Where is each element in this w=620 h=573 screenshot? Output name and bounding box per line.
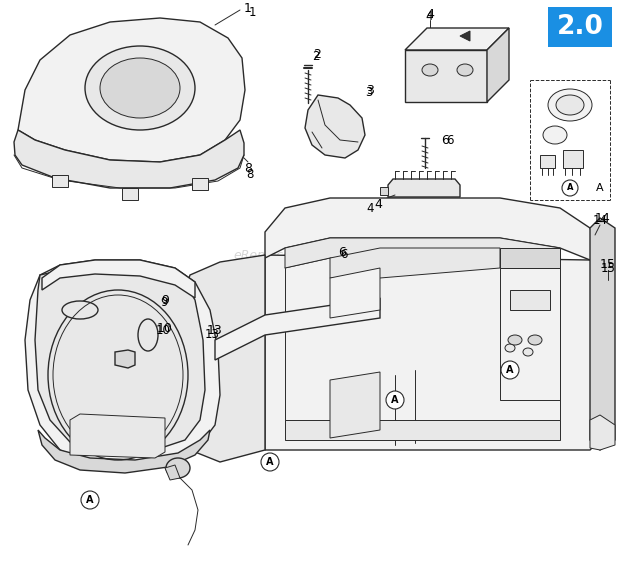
Text: 13: 13 [205, 328, 219, 342]
Polygon shape [405, 50, 487, 102]
Text: 14: 14 [595, 211, 611, 225]
Ellipse shape [100, 58, 180, 118]
Circle shape [386, 391, 404, 409]
Polygon shape [330, 248, 500, 278]
Ellipse shape [543, 126, 567, 144]
Polygon shape [460, 31, 470, 41]
Text: A: A [86, 495, 94, 505]
Polygon shape [487, 28, 509, 102]
Text: 8: 8 [244, 162, 252, 175]
Text: A: A [266, 457, 274, 467]
Polygon shape [540, 155, 555, 168]
Polygon shape [285, 238, 560, 268]
Polygon shape [58, 305, 102, 362]
Circle shape [501, 361, 519, 379]
Polygon shape [185, 255, 265, 462]
Text: 10: 10 [157, 321, 173, 335]
FancyBboxPatch shape [548, 8, 610, 46]
Text: eReplacementParts.com: eReplacementParts.com [234, 249, 386, 262]
Polygon shape [52, 175, 68, 187]
Ellipse shape [457, 64, 473, 76]
Circle shape [81, 491, 99, 509]
Text: 3: 3 [366, 84, 374, 96]
Ellipse shape [548, 89, 592, 121]
Text: 6: 6 [340, 248, 348, 261]
Text: A: A [391, 395, 399, 405]
Text: 3: 3 [365, 85, 373, 99]
FancyBboxPatch shape [548, 7, 612, 47]
Polygon shape [265, 255, 600, 450]
Text: 2.0: 2.0 [557, 14, 603, 40]
Polygon shape [330, 372, 380, 438]
Polygon shape [165, 465, 180, 480]
Polygon shape [285, 420, 560, 440]
Polygon shape [305, 95, 365, 158]
Text: 6: 6 [338, 245, 346, 258]
Text: 10: 10 [156, 324, 171, 336]
Text: 8: 8 [246, 168, 254, 182]
Polygon shape [95, 322, 148, 348]
Text: 1: 1 [248, 6, 255, 18]
Polygon shape [563, 150, 583, 168]
Text: 6: 6 [446, 134, 454, 147]
Text: A: A [567, 183, 574, 193]
Text: A: A [596, 183, 604, 193]
Polygon shape [192, 178, 208, 190]
Circle shape [562, 180, 578, 196]
Polygon shape [590, 415, 615, 450]
Circle shape [261, 453, 279, 471]
Ellipse shape [62, 301, 98, 319]
Polygon shape [500, 268, 560, 400]
Ellipse shape [528, 335, 542, 345]
Polygon shape [405, 28, 509, 50]
Ellipse shape [508, 335, 522, 345]
Text: 4: 4 [425, 10, 433, 23]
Polygon shape [380, 187, 388, 195]
Polygon shape [38, 430, 210, 473]
Text: 9: 9 [161, 293, 169, 307]
Polygon shape [18, 18, 245, 162]
Text: A: A [507, 365, 514, 375]
Ellipse shape [166, 458, 190, 478]
Polygon shape [265, 198, 600, 260]
Text: 2.0: 2.0 [554, 13, 604, 41]
Text: 4: 4 [374, 198, 382, 211]
Ellipse shape [505, 344, 515, 352]
Polygon shape [510, 290, 550, 310]
Polygon shape [388, 179, 460, 197]
Text: 4: 4 [426, 9, 434, 22]
Text: 15: 15 [600, 258, 616, 272]
Ellipse shape [556, 95, 584, 115]
Text: 6: 6 [441, 134, 449, 147]
Text: 14: 14 [593, 214, 608, 226]
Polygon shape [500, 248, 560, 268]
Polygon shape [25, 260, 220, 468]
Text: 2: 2 [313, 49, 321, 61]
Ellipse shape [138, 319, 158, 351]
Polygon shape [14, 130, 244, 188]
Text: 4: 4 [366, 202, 374, 214]
Polygon shape [115, 350, 135, 368]
Ellipse shape [422, 64, 438, 76]
Polygon shape [590, 218, 615, 450]
Text: 15: 15 [601, 261, 616, 274]
Ellipse shape [523, 348, 533, 356]
Polygon shape [70, 414, 165, 458]
Ellipse shape [85, 46, 195, 130]
Polygon shape [35, 263, 205, 452]
Text: 9: 9 [160, 296, 168, 308]
Polygon shape [330, 268, 380, 318]
Polygon shape [122, 188, 138, 200]
Text: 1: 1 [244, 2, 252, 14]
Polygon shape [42, 260, 195, 298]
Polygon shape [215, 298, 380, 360]
Text: 2: 2 [312, 49, 320, 62]
Text: 13: 13 [207, 324, 223, 336]
